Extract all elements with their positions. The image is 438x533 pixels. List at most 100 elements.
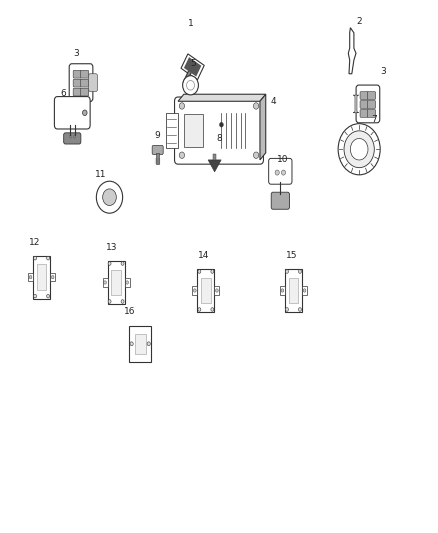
Bar [280,286,285,295]
Circle shape [254,152,259,158]
Bar [184,114,203,147]
Polygon shape [184,57,201,77]
Circle shape [34,256,37,260]
Bar [28,273,33,281]
FancyBboxPatch shape [81,79,89,87]
FancyBboxPatch shape [268,158,292,184]
Circle shape [130,342,133,346]
FancyBboxPatch shape [81,88,89,96]
FancyBboxPatch shape [174,97,263,164]
Circle shape [350,139,368,160]
Text: 15: 15 [286,252,297,260]
Bar [192,286,197,295]
Circle shape [179,152,184,158]
Circle shape [126,281,128,284]
Bar [166,113,178,148]
FancyBboxPatch shape [152,146,163,155]
Circle shape [286,270,289,273]
FancyBboxPatch shape [353,95,359,113]
Circle shape [82,110,87,116]
Circle shape [147,342,150,346]
FancyBboxPatch shape [81,70,89,78]
Text: 14: 14 [198,252,209,260]
Circle shape [46,294,49,298]
Circle shape [281,289,284,292]
FancyBboxPatch shape [271,192,290,209]
Text: 8: 8 [216,134,222,143]
Polygon shape [208,160,221,172]
Polygon shape [348,28,356,74]
Circle shape [211,270,214,273]
Text: 2: 2 [357,17,362,26]
Bar [70,135,71,138]
FancyBboxPatch shape [367,92,376,99]
Bar [201,278,211,303]
FancyBboxPatch shape [360,92,368,99]
Circle shape [51,276,54,279]
Text: 4: 4 [271,97,276,106]
Circle shape [46,256,49,260]
FancyBboxPatch shape [73,88,81,96]
Text: 11: 11 [95,171,106,179]
FancyBboxPatch shape [73,79,81,87]
Bar [135,334,145,354]
Bar [289,278,298,303]
Circle shape [108,300,111,303]
Circle shape [187,80,194,90]
FancyBboxPatch shape [73,70,81,78]
Circle shape [254,103,259,109]
Circle shape [298,270,301,273]
Text: 16: 16 [124,308,135,316]
FancyBboxPatch shape [54,96,90,129]
Bar [33,256,50,298]
Circle shape [338,124,380,175]
Text: 3: 3 [74,49,80,58]
Circle shape [344,131,374,168]
Circle shape [121,262,124,265]
Bar [302,286,307,295]
Bar [129,326,151,362]
Bar [156,153,159,164]
Polygon shape [178,94,266,101]
Circle shape [298,308,301,311]
Text: 13: 13 [106,244,117,252]
Circle shape [34,294,37,298]
Text: 7: 7 [371,116,378,124]
FancyBboxPatch shape [64,133,81,144]
Circle shape [275,170,279,175]
Circle shape [211,308,214,311]
Polygon shape [183,67,193,84]
Bar [125,278,130,287]
Circle shape [96,181,123,213]
FancyBboxPatch shape [360,101,368,108]
FancyBboxPatch shape [88,74,98,92]
Circle shape [198,308,201,311]
Bar [213,154,216,160]
Text: 5: 5 [190,60,196,68]
Bar [111,270,121,295]
FancyBboxPatch shape [356,85,380,123]
Circle shape [194,289,196,292]
Bar [74,135,75,138]
Circle shape [303,289,306,292]
Bar [214,286,219,295]
Text: 9: 9 [155,132,161,140]
Circle shape [108,262,111,265]
FancyBboxPatch shape [367,101,376,108]
Bar [102,278,108,287]
Circle shape [215,289,218,292]
Circle shape [219,123,223,127]
Polygon shape [260,94,266,160]
Text: 1: 1 [187,20,194,28]
Circle shape [29,276,32,279]
Bar [285,269,302,312]
Text: 3: 3 [380,68,386,76]
Circle shape [281,170,286,175]
FancyBboxPatch shape [360,110,368,117]
Circle shape [286,308,289,311]
Text: 10: 10 [277,156,288,164]
Circle shape [102,189,117,206]
Circle shape [198,270,201,273]
Text: 6: 6 [60,89,67,98]
Bar [37,264,46,290]
